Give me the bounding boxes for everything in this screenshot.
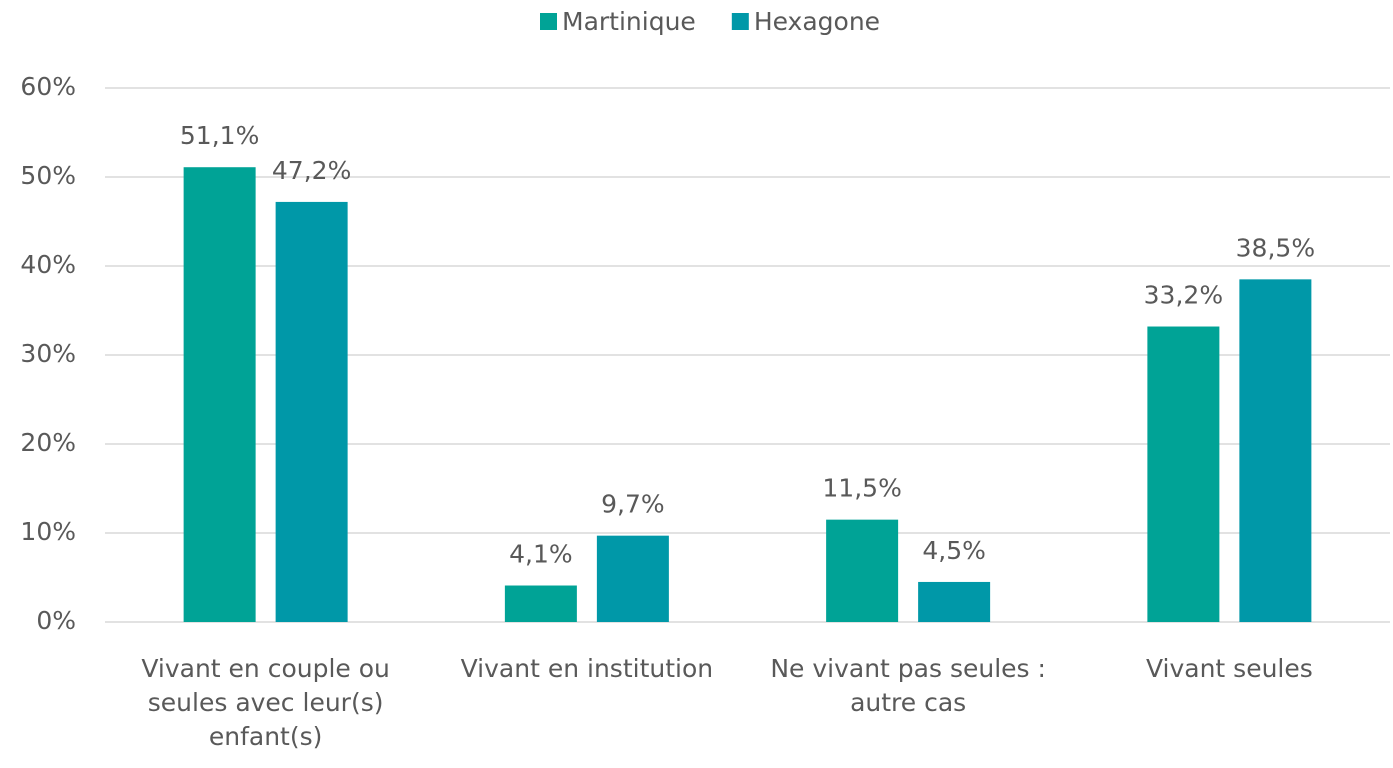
y-tick-label: 10% — [20, 517, 76, 546]
data-label: 33,2% — [1144, 281, 1223, 310]
legend-swatch — [540, 13, 557, 30]
bar — [1147, 326, 1220, 622]
x-tick-label: Vivant en institution — [460, 654, 714, 683]
y-tick-label: 50% — [20, 161, 76, 190]
bar — [504, 585, 577, 622]
data-label: 9,7% — [601, 490, 665, 519]
y-tick-label: 40% — [20, 250, 76, 279]
legend-label: Hexagone — [754, 7, 880, 36]
data-label: 4,1% — [509, 540, 573, 569]
y-tick-label: 60% — [20, 72, 76, 101]
y-tick-label: 30% — [20, 339, 76, 368]
data-label: 11,5% — [822, 474, 901, 503]
bar — [826, 519, 899, 622]
data-label: 51,1% — [180, 121, 259, 150]
data-label: 47,2% — [272, 156, 351, 185]
bar — [1239, 279, 1312, 622]
y-tick-label: 0% — [36, 606, 76, 635]
x-tick-label: Vivant seules — [1145, 654, 1313, 683]
data-label: 4,5% — [922, 536, 986, 565]
data-label: 38,5% — [1236, 233, 1315, 262]
x-tick-label: Vivant en couple ou seules avec leur(s) … — [141, 654, 390, 751]
bar — [918, 581, 991, 622]
bar — [275, 201, 348, 623]
x-tick-label: Ne vivant pas seules : autre cas — [770, 654, 1046, 717]
legend-swatch — [731, 13, 749, 30]
y-tick-label: 20% — [20, 428, 76, 457]
legend-label: Martinique — [562, 7, 696, 36]
bar — [596, 535, 669, 622]
bar — [183, 167, 256, 622]
